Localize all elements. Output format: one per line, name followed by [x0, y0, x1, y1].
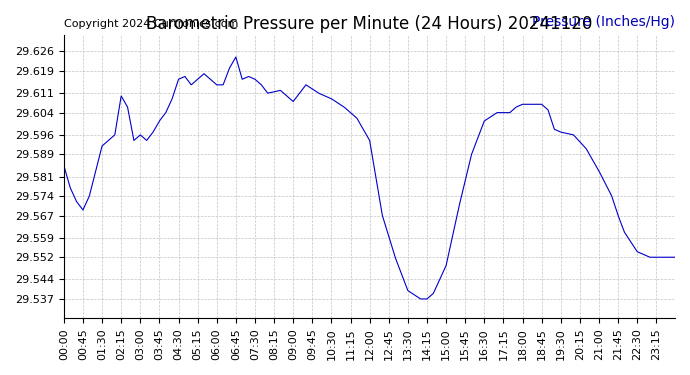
Text: Copyright 2024 Curtronics.com: Copyright 2024 Curtronics.com: [64, 19, 238, 29]
Title: Barometric Pressure per Minute (24 Hours) 20241120: Barometric Pressure per Minute (24 Hours…: [146, 15, 593, 33]
Text: Pressure (Inches/Hg): Pressure (Inches/Hg): [532, 15, 675, 29]
